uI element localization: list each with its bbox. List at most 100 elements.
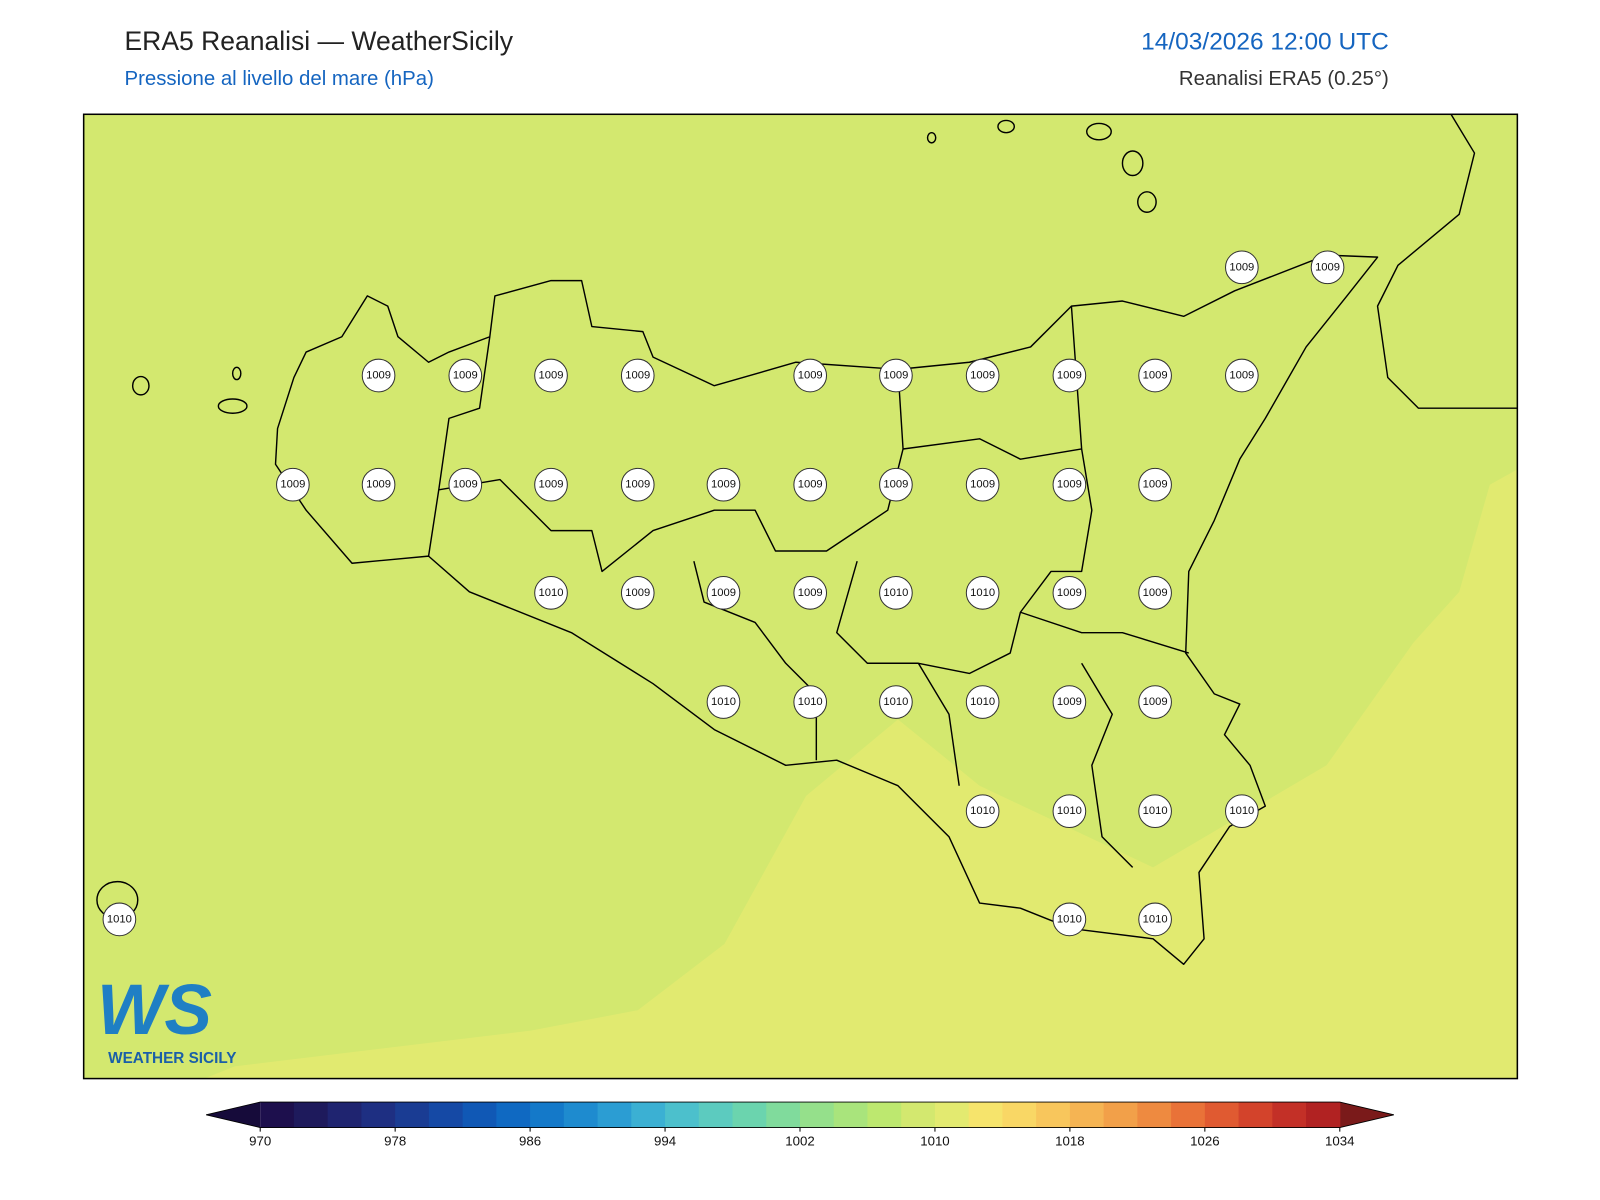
colorbar-segment [428,1102,464,1128]
station: 1010 [965,576,1000,610]
colorbar-segment [1306,1102,1341,1128]
colorbar-segment [530,1102,565,1128]
colorbar: 970 978 986 994 1002 1010 1018 1026 1034 [206,1101,1394,1148]
station: 1009 [620,358,655,393]
station-value: 1009 [539,369,564,381]
colorbar-tick-label: 1010 [920,1133,949,1148]
station-marker [534,467,568,502]
station: 1009 [793,576,828,610]
station-marker [448,358,483,393]
station-marker [1225,250,1259,285]
station: 1009 [1138,685,1172,719]
stations: 1009 1009 1009 1009 1009 1009 1009 1009 1009 1009… [102,250,1345,937]
station-value: 1009 [625,369,650,381]
station-marker [1052,902,1087,937]
colorbar-segment [293,1102,329,1128]
station-value: 1010 [539,587,564,599]
station-marker [1138,794,1172,829]
station-value: 1010 [798,696,823,708]
station-value: 1009 [366,369,391,381]
station: 1009 [1138,358,1172,393]
colorbar-segment [698,1102,734,1128]
station-value: 1010 [970,696,995,708]
station-value: 1009 [625,479,650,491]
station: 1010 [1138,902,1172,937]
station-marker [276,467,310,502]
station: 1009 [534,467,568,502]
station-marker [1052,685,1087,719]
station: 1009 [361,467,396,502]
station-marker [1138,685,1172,719]
calabria-coast [1376,113,1518,409]
station-value: 1009 [970,479,995,491]
date: 14/03/2026 12:00 UTC [1141,28,1389,55]
station: 1009 [1052,685,1087,719]
station-marker [620,576,655,610]
station-value: 1009 [280,479,305,491]
station-marker [1225,794,1259,829]
station-marker [1052,358,1087,393]
colorbar-segment [800,1102,835,1128]
station-value: 1009 [883,479,908,491]
station-marker [879,358,913,393]
colorbar-segment [1069,1102,1105,1128]
station-marker [1138,358,1172,393]
station: 1010 [706,685,741,719]
station-marker [879,576,913,610]
colorbar-tick-label: 986 [519,1133,541,1148]
colorbar-segment [1103,1102,1138,1128]
station-value: 1009 [883,369,908,381]
station-value: 1009 [453,369,478,381]
station-marker [706,685,741,719]
station-value: 1009 [1143,696,1168,708]
station-value: 1009 [1143,587,1168,599]
station: 1009 [706,576,741,610]
colorbar-tick-label: 1034 [1325,1133,1354,1148]
station: 1010 [793,685,828,719]
station-value: 1009 [798,369,823,381]
station-value: 1009 [711,479,736,491]
station: 1009 [1138,467,1172,502]
station-marker [534,576,568,610]
colorbar-segment [968,1102,1003,1128]
colorbar-segment [1036,1102,1071,1128]
colorbar-segment [665,1102,700,1128]
station-marker [879,685,913,719]
station-marker [793,576,828,610]
station-value: 1009 [1057,369,1082,381]
station-marker [361,467,396,502]
station-value: 1009 [1315,261,1340,273]
station-value: 1009 [366,479,391,491]
station-marker [879,467,913,502]
station: 1009 [879,467,913,502]
station: 1009 [793,358,828,393]
station: 1010 [1052,902,1087,937]
station-value: 1010 [1143,805,1168,817]
station-marker [620,358,655,393]
station-marker [102,902,137,937]
station: 1010 [1138,794,1172,829]
station-value: 1009 [539,479,564,491]
station-marker [448,467,483,502]
station: 1009 [1310,250,1345,285]
pressure-field-high [204,469,1518,1079]
station-marker [1138,902,1172,937]
station: 1010 [879,576,913,610]
station: 1009 [1052,358,1087,393]
station-marker [965,685,1000,719]
sicily-coast [274,254,1379,965]
colorbar-segment [260,1102,295,1128]
station-value: 1009 [798,587,823,599]
colorbar-segment [833,1102,868,1128]
station: 1009 [879,358,913,393]
station: 1010 [1225,794,1259,829]
station-marker [534,358,568,393]
colorbar-segment [1002,1102,1037,1128]
colorbar-segment [327,1102,362,1128]
station: 1009 [965,467,1000,502]
colorbar-tick-label: 994 [654,1133,676,1148]
station-marker [793,685,828,719]
station: 1009 [361,358,396,393]
